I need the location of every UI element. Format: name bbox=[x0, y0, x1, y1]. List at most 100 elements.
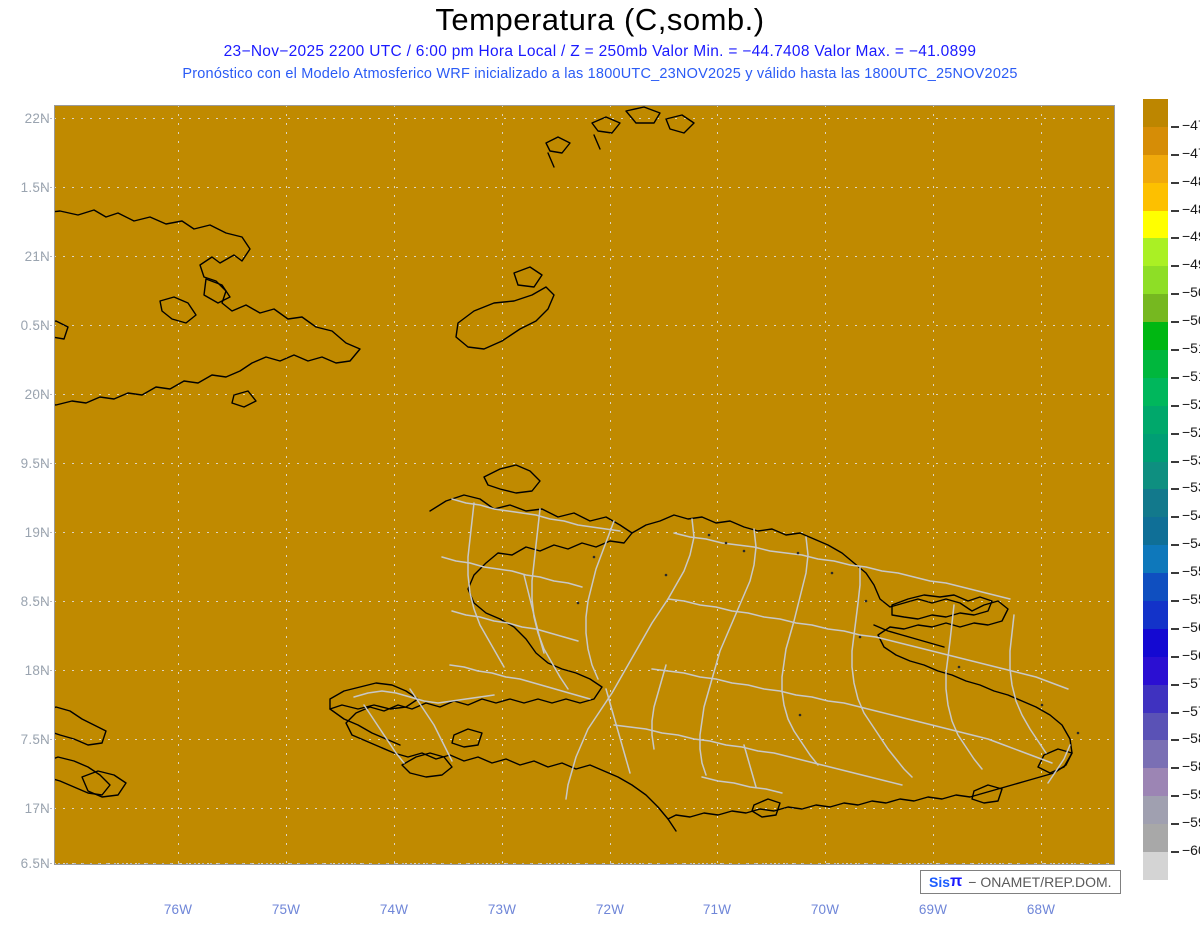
colorbar-tick bbox=[1171, 795, 1179, 798]
colorbar-segment: −52 bbox=[1143, 396, 1200, 434]
colorbar-segment: −48.5 bbox=[1143, 201, 1200, 239]
colorbar-segment: −47 bbox=[1143, 117, 1200, 155]
colorbar-tick bbox=[1171, 627, 1179, 630]
colorbar-tick-label: −55 bbox=[1182, 563, 1200, 580]
colorbar-tick bbox=[1171, 237, 1179, 240]
colorbar-tick-label: −47 bbox=[1182, 116, 1200, 133]
colorbar-tick-label: −51 bbox=[1182, 340, 1200, 357]
forecast-info-line: 23−Nov−2025 2200 UTC / 6:00 pm Hora Loca… bbox=[223, 43, 977, 60]
colorbar-segment bbox=[1143, 879, 1168, 908]
colorbar-segment: −55 bbox=[1143, 563, 1200, 602]
gridline-horizontal bbox=[54, 601, 1115, 602]
colorbar-tick-label: −47.5 bbox=[1182, 144, 1200, 161]
colorbar-segment: −60 bbox=[1143, 842, 1200, 880]
colorbar-tick bbox=[1171, 153, 1179, 156]
axis-label-x: 69W bbox=[918, 902, 948, 917]
colorbar-tick bbox=[1171, 851, 1179, 854]
colorbar-tick bbox=[1171, 655, 1179, 658]
colorbar-segment: −56.5 bbox=[1143, 647, 1200, 685]
colorbar-tick bbox=[1171, 767, 1179, 770]
gridline-vertical bbox=[610, 105, 611, 865]
axis-label-x: 73W bbox=[487, 902, 517, 917]
map-canvas[interactable] bbox=[54, 105, 1115, 865]
credit-sis-label: Sis bbox=[929, 874, 951, 890]
colorbar-tick-label: −58.5 bbox=[1182, 758, 1200, 775]
colorbar-tick-label: −58 bbox=[1182, 730, 1200, 747]
gridline-horizontal bbox=[54, 325, 1115, 326]
tick-dots-y bbox=[34, 325, 54, 326]
axis-label-x: 70W bbox=[810, 902, 840, 917]
tick-dots-y bbox=[34, 670, 54, 671]
tick-dots-y bbox=[34, 739, 54, 740]
colorbar-tick bbox=[1171, 460, 1179, 463]
colorbar-segment: −59 bbox=[1143, 786, 1200, 825]
credit-badge: Sis π − ONAMET/REP.DOM. bbox=[920, 870, 1121, 894]
colorbar-tick bbox=[1171, 376, 1179, 379]
colorbar-segment: −50.5 bbox=[1143, 312, 1200, 351]
gridline-vertical bbox=[286, 105, 287, 865]
colorbar-tick bbox=[1171, 349, 1179, 352]
colorbar-segment: −53 bbox=[1143, 452, 1200, 490]
colorbar-tick-label: −53 bbox=[1182, 451, 1200, 468]
coastline-overlay bbox=[54, 106, 1080, 832]
colorbar-segment: −47.5 bbox=[1143, 145, 1200, 183]
gridline-horizontal bbox=[54, 394, 1115, 395]
colorbar-tick-label: −48.5 bbox=[1182, 200, 1200, 217]
colorbar-tick bbox=[1171, 488, 1179, 491]
colorbar-segment: −51 bbox=[1143, 340, 1200, 378]
colorbar-tick-label: −49 bbox=[1182, 228, 1200, 245]
gridline-vertical bbox=[394, 105, 395, 865]
colorbar-segment: −51.5 bbox=[1143, 368, 1200, 406]
colorbar-tick bbox=[1171, 711, 1179, 714]
colorbar-tick bbox=[1171, 265, 1179, 268]
colorbar-tick bbox=[1171, 321, 1179, 324]
colorbar-tick-label: −53.5 bbox=[1182, 479, 1200, 496]
colorbar-tick-label: −59.5 bbox=[1182, 814, 1200, 831]
colorbar-tick-label: −50 bbox=[1182, 284, 1200, 301]
tick-dots-y bbox=[34, 463, 54, 464]
gridline-vertical bbox=[502, 105, 503, 865]
colorbar-tick-label: −55.5 bbox=[1182, 591, 1200, 608]
page-title: Temperatura (C,somb.) bbox=[435, 2, 765, 37]
colorbar[interactable]: −47 −47.5 −48 −48.5 −49 −49.5 −50 −50.5 −51 −51.5… bbox=[1143, 99, 1200, 908]
colorbar-tick bbox=[1171, 572, 1179, 575]
tick-dots-y bbox=[34, 118, 54, 119]
colorbar-tick bbox=[1171, 209, 1179, 212]
colorbar-segment: −49 bbox=[1143, 228, 1200, 267]
gridline-horizontal bbox=[54, 187, 1115, 188]
gridline-vertical bbox=[825, 105, 826, 865]
gridline-vertical bbox=[717, 105, 718, 865]
colorbar-tick bbox=[1171, 432, 1179, 435]
colorbar-tick bbox=[1171, 544, 1179, 547]
colorbar-segment: −59.5 bbox=[1143, 814, 1200, 853]
colorbar-tick-label: −51.5 bbox=[1182, 367, 1200, 384]
colorbar-segment: −53.5 bbox=[1143, 479, 1200, 518]
colorbar-tick bbox=[1171, 404, 1179, 407]
gridline-vertical bbox=[178, 105, 179, 865]
colorbar-tick-label: −52.5 bbox=[1182, 423, 1200, 440]
colorbar-tick-label: −52 bbox=[1182, 395, 1200, 412]
colorbar-segment: −56 bbox=[1143, 619, 1200, 657]
tick-dots-y bbox=[34, 863, 1114, 864]
gridline-horizontal bbox=[54, 463, 1115, 464]
gridline-horizontal bbox=[54, 256, 1115, 257]
colorbar-tick-label: −57.5 bbox=[1182, 702, 1200, 719]
tick-dots-y bbox=[34, 601, 54, 602]
colorbar-tick bbox=[1171, 125, 1179, 128]
colorbar-tick bbox=[1171, 683, 1179, 686]
colorbar-tick-label: −59 bbox=[1182, 786, 1200, 803]
colorbar-tick bbox=[1171, 293, 1179, 296]
colorbar-segment: −55.5 bbox=[1143, 591, 1200, 629]
colorbar-tick-label: −50.5 bbox=[1182, 312, 1200, 329]
gridline-vertical bbox=[933, 105, 934, 865]
gridline-horizontal bbox=[54, 670, 1115, 671]
colorbar-tick bbox=[1171, 600, 1179, 603]
colorbar-segment: −48 bbox=[1143, 173, 1200, 211]
colorbar-segment: −52.5 bbox=[1143, 424, 1200, 462]
colorbar-segment: −54.5 bbox=[1143, 535, 1200, 574]
gridline-horizontal bbox=[54, 532, 1115, 533]
colorbar-tick bbox=[1171, 181, 1179, 184]
colorbar-tick bbox=[1171, 516, 1179, 519]
axis-label-x: 68W bbox=[1026, 902, 1056, 917]
colorbar-tick bbox=[1171, 823, 1179, 826]
